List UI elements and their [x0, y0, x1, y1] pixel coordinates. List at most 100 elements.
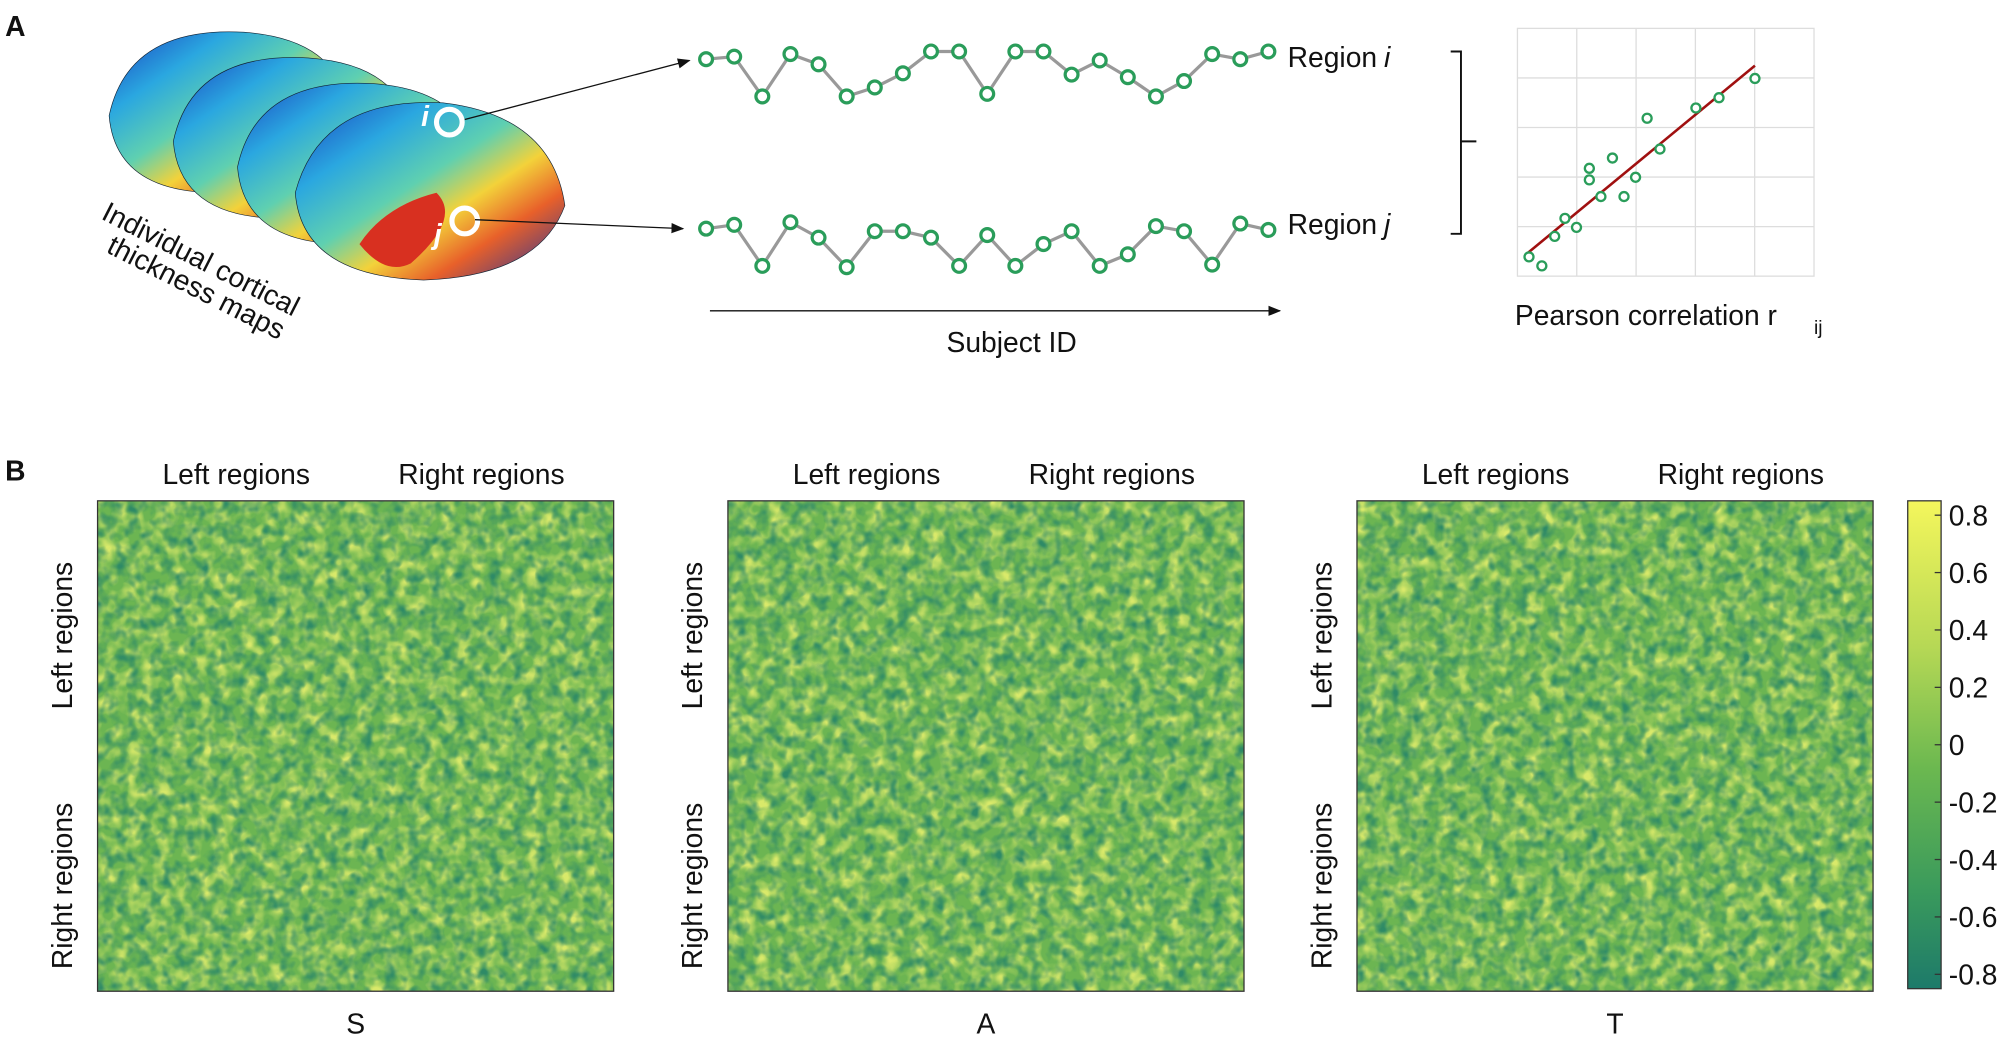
region-var: j	[1380, 208, 1391, 240]
sketch-dot	[1260, 221, 1277, 238]
sketch-dot	[726, 216, 743, 233]
sketch-dot	[1204, 256, 1221, 273]
sketch-dot	[698, 51, 715, 68]
correlation-sub: ij	[1814, 318, 1823, 339]
matrix-frame	[1356, 500, 1874, 992]
sketch-dot	[1549, 230, 1561, 243]
matrix-side-label: Right regions	[1305, 803, 1337, 969]
matrix-top-label: Right regions	[1658, 458, 1824, 490]
region-var: i	[1384, 41, 1391, 73]
matrix-top-label: Right regions	[398, 458, 564, 490]
sketch-dot	[1035, 43, 1052, 60]
arrow	[474, 219, 685, 234]
matrix-side-label: Right regions	[676, 803, 708, 969]
matrix-name: S	[346, 1008, 365, 1040]
sketch-dot	[1629, 171, 1642, 183]
region-label: Region	[1288, 41, 1377, 73]
sketch-dot	[894, 223, 911, 240]
colorbar-tick-label: 0.2	[1949, 672, 1988, 704]
arrow	[464, 58, 691, 121]
matrix-top-label: Left regions	[1422, 458, 1570, 490]
sketch-dot	[838, 88, 855, 105]
sketch-dot	[1091, 52, 1108, 69]
panel-label: B	[5, 454, 25, 486]
sketch-dot	[1091, 257, 1108, 274]
matrix-top-label: Left regions	[793, 458, 941, 490]
sketch-dot	[922, 43, 940, 60]
matrix-side-label: Right regions	[46, 803, 78, 969]
sketch-dot	[1176, 223, 1193, 240]
sketch-dot	[1147, 218, 1164, 235]
point-label: j	[430, 218, 443, 250]
colorbar-tick-label: 0.6	[1949, 557, 1988, 589]
sketch-dot	[1063, 66, 1080, 83]
sketch-dot	[1119, 246, 1136, 263]
sketch-dot	[838, 259, 855, 276]
sketch-dot	[1063, 223, 1080, 240]
sketch-dot	[1204, 46, 1221, 63]
axis-label: Subject ID	[947, 326, 1077, 358]
sketch-dot	[1035, 236, 1052, 253]
colorbar-tick-label: 0	[1949, 729, 1965, 761]
scatter-frame	[1516, 27, 1815, 277]
sketch-dot	[979, 227, 996, 244]
sketch-dot	[810, 56, 827, 73]
matrix-side-label: Left regions	[1305, 562, 1337, 710]
matrix-frame	[727, 500, 1245, 992]
sketch-dot	[754, 257, 771, 274]
sketch-dot	[1606, 152, 1619, 164]
sketch-dot	[1595, 190, 1607, 203]
sketch-dot	[1690, 102, 1702, 114]
matrix-texture	[727, 500, 1245, 992]
matrix-texture	[1356, 500, 1874, 992]
panel-label: A	[5, 10, 25, 42]
matrix-top-label: Right regions	[1029, 458, 1195, 490]
sketch-dot	[782, 214, 799, 231]
sketch-dot	[698, 220, 715, 237]
sketch-dot	[1536, 260, 1548, 272]
sketch-dot	[810, 229, 827, 246]
scatter-sketch	[1516, 27, 1815, 277]
sketch-dot	[1654, 143, 1666, 155]
sketch-dot	[1641, 112, 1653, 124]
point-label: i	[421, 100, 430, 132]
colorbar-tick-label: 0.4	[1949, 614, 1988, 646]
sketch-dot	[782, 46, 799, 63]
colorbar-tick-label: -0.8	[1949, 959, 1998, 991]
sketch-dot	[1007, 43, 1024, 60]
brain-maps	[108, 31, 566, 281]
sketch-dot	[1713, 92, 1725, 104]
colorbar-tick-label: 0.8	[1949, 499, 1988, 531]
colorbar-tick-label: -0.6	[1949, 901, 1998, 933]
sketch-dot	[1119, 69, 1136, 86]
sketch-dot	[1618, 190, 1630, 203]
colorbar-tick-label: -0.2	[1949, 786, 1998, 818]
sketch-dot	[951, 43, 968, 60]
colorbar: 0.8 0.6 0.4 0.2 0 -0.2 -0.4 -0.6 -0.8	[1907, 499, 1998, 991]
sketch-dot	[951, 257, 968, 274]
matrix-side-label: Left regions	[46, 562, 78, 710]
sketch-dot	[1559, 212, 1571, 225]
sketch-dot	[1260, 43, 1277, 60]
sketch-dot	[1007, 257, 1024, 274]
matrices: Left regions Right regions Left regions Rig…	[46, 458, 1874, 1040]
sketch-dot	[866, 223, 883, 240]
bracket	[1450, 50, 1477, 235]
sketch-dot	[1583, 162, 1595, 174]
sketch-dot	[1232, 215, 1249, 232]
sketch-dot	[1523, 251, 1535, 263]
region-label: Region	[1288, 208, 1377, 240]
matrix-name: A	[977, 1008, 996, 1040]
correlation-label: Pearson correlation r	[1515, 299, 1777, 331]
sketch-dot	[894, 65, 911, 82]
sketch-dot	[1176, 72, 1193, 90]
sketch-dot	[1232, 51, 1249, 68]
matrix-texture	[97, 500, 614, 992]
series-sketch	[698, 43, 1277, 276]
sketch-dot	[866, 79, 883, 96]
matrix-top-label: Left regions	[162, 458, 310, 490]
sketch-dot	[1147, 88, 1164, 105]
matrix-name: T	[1606, 1008, 1623, 1040]
sketch-dot	[979, 85, 996, 102]
